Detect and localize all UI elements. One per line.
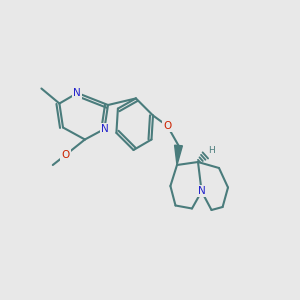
Text: N: N bbox=[73, 88, 81, 98]
Text: N: N bbox=[101, 124, 109, 134]
Text: O: O bbox=[61, 150, 70, 160]
Text: O: O bbox=[163, 121, 172, 131]
Text: N: N bbox=[198, 186, 206, 197]
Polygon shape bbox=[175, 145, 182, 165]
Text: H: H bbox=[208, 146, 215, 155]
